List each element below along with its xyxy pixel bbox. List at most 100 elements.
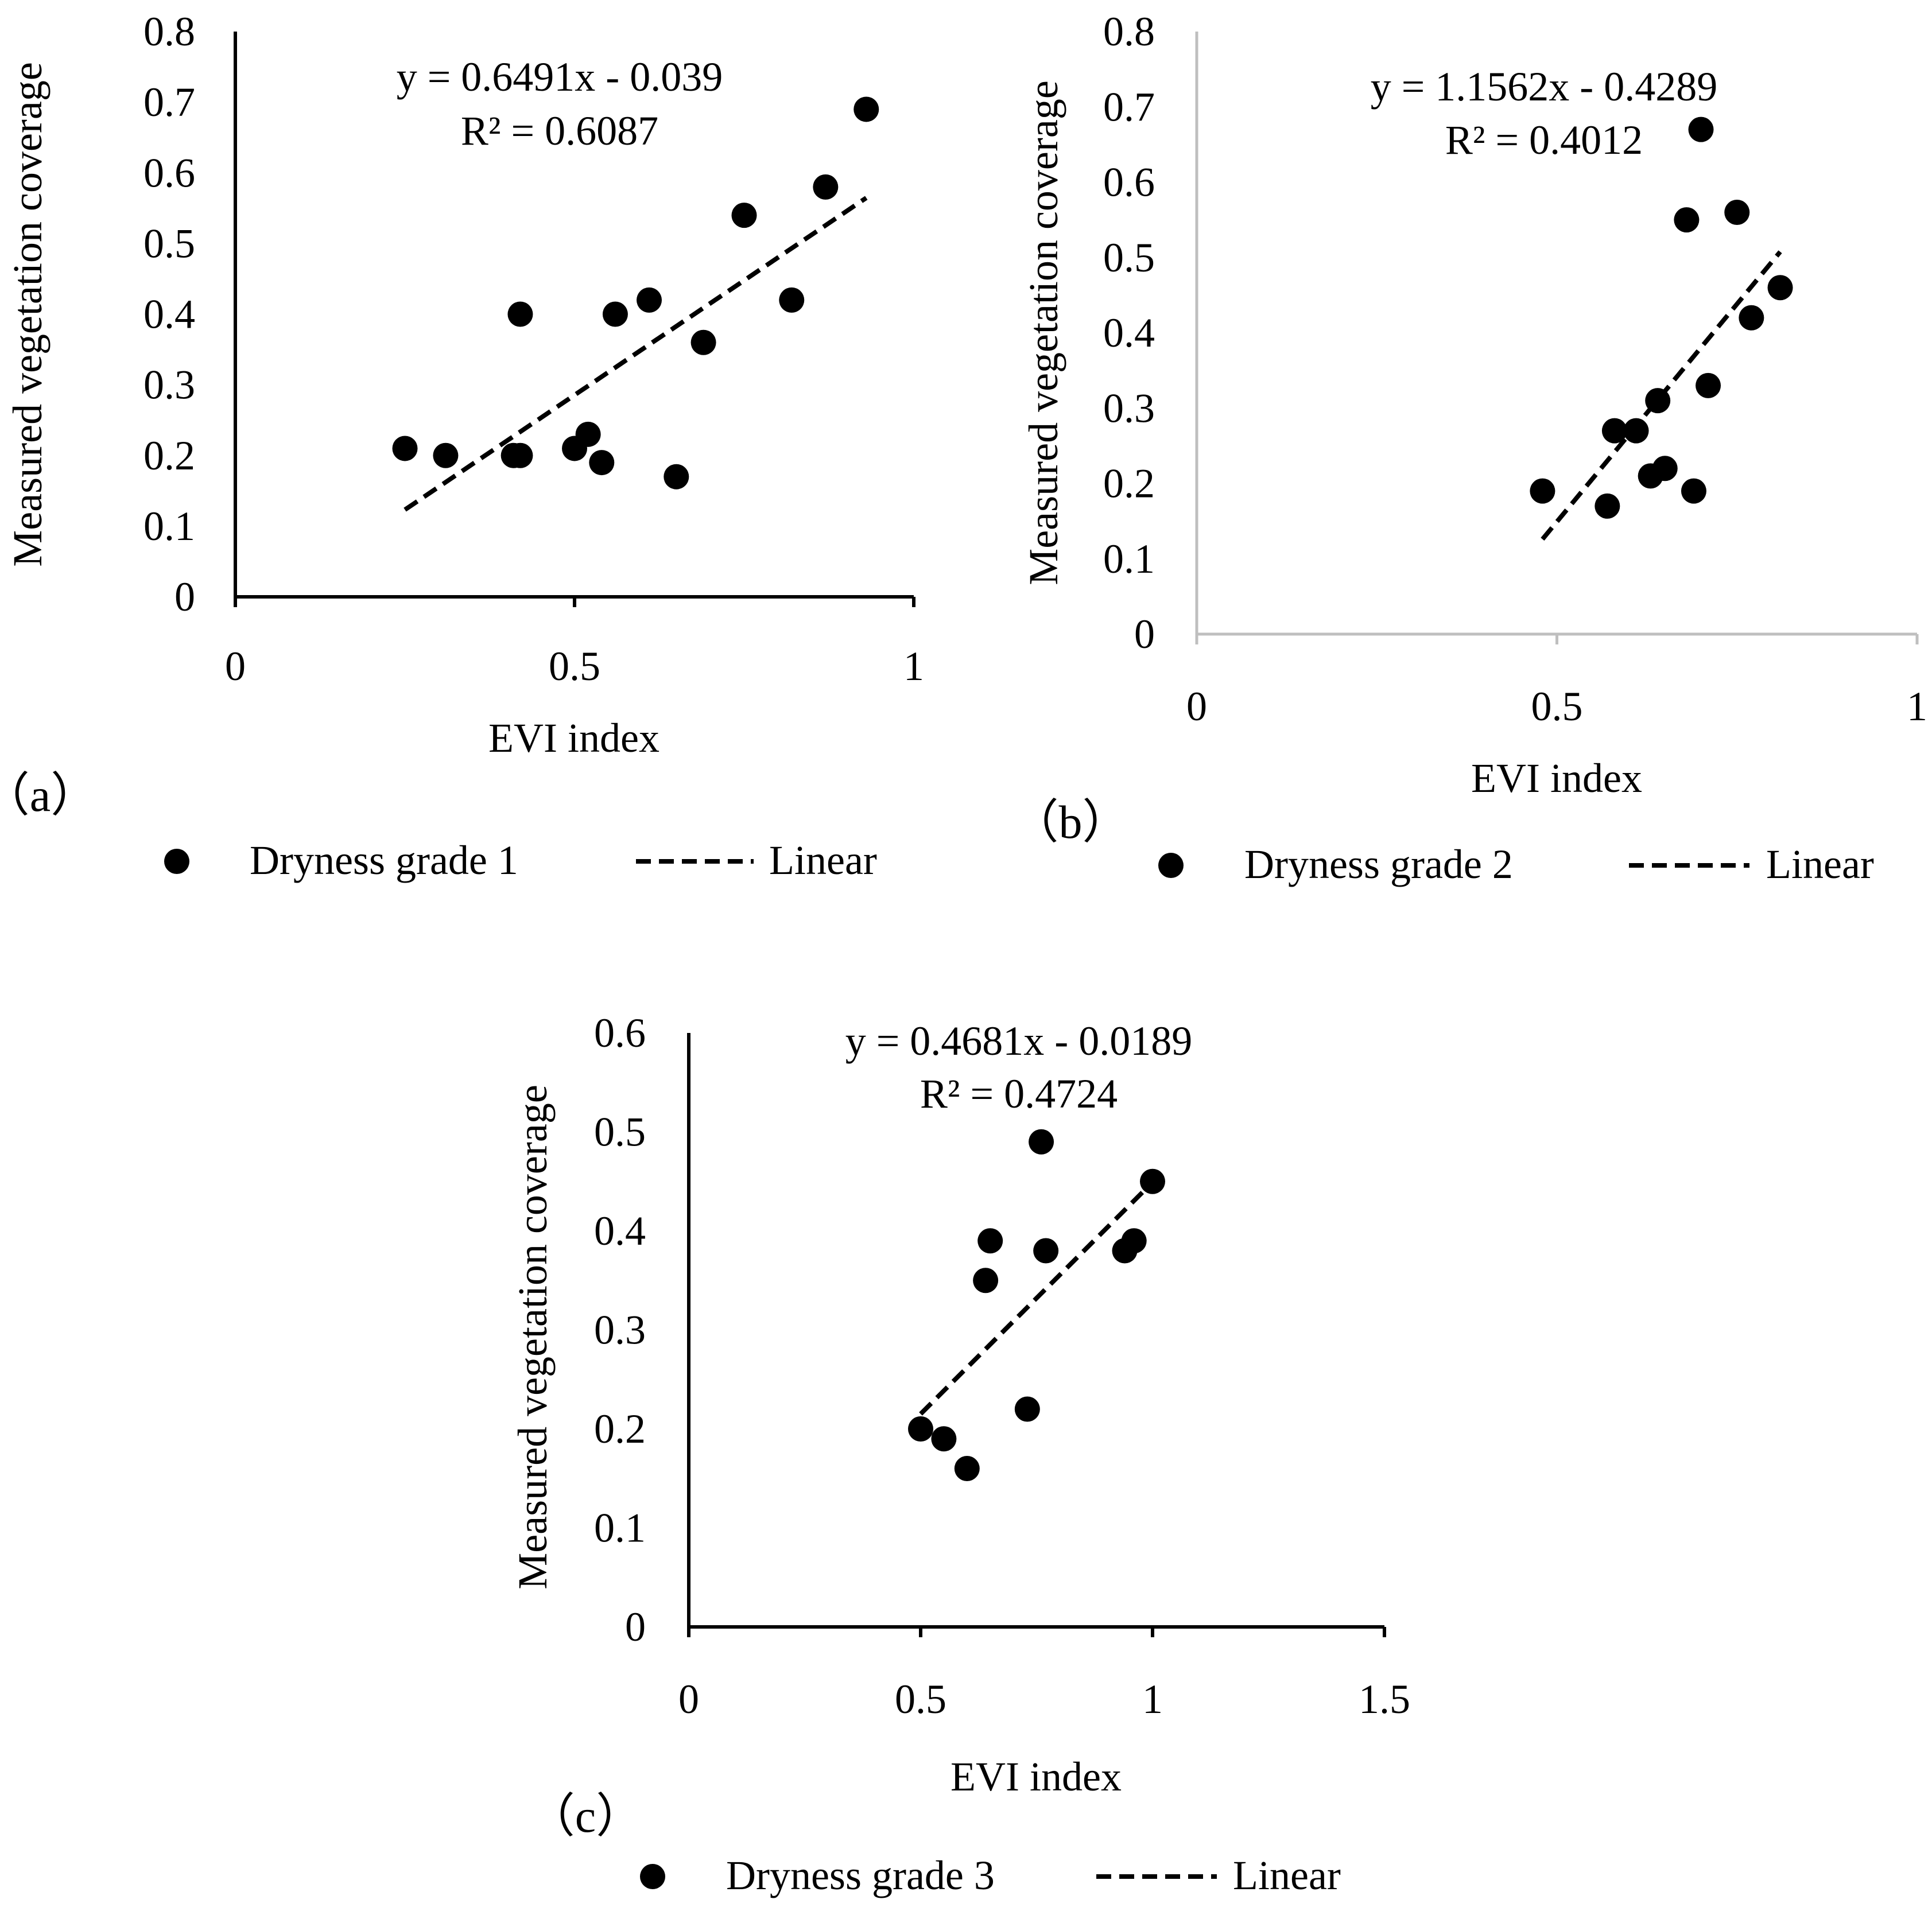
- legend-marker: [640, 1864, 665, 1889]
- legend-trend-label: Linear: [769, 837, 877, 883]
- data-point: [433, 442, 459, 468]
- y-axis-title: Measured vegetation coverage: [1021, 80, 1066, 585]
- legend-trend-label: Linear: [1233, 1852, 1341, 1898]
- x-tick-label: 1: [903, 643, 924, 689]
- data-point: [589, 450, 615, 476]
- y-tick-label: 0.2: [1103, 461, 1155, 507]
- data-point: [1696, 372, 1721, 398]
- data-point: [954, 1456, 980, 1481]
- legend-series-label: Dryness grade 3: [726, 1852, 995, 1898]
- x-tick-label: 1: [1907, 683, 1927, 729]
- data-point: [1601, 418, 1627, 444]
- data-point: [637, 287, 662, 313]
- legend-series-label: Dryness grade 1: [250, 837, 518, 883]
- data-point: [1121, 1228, 1147, 1254]
- y-tick-label: 0.6: [143, 150, 195, 196]
- trendline: [919, 1180, 1154, 1416]
- y-tick-label: 0: [174, 574, 195, 620]
- y-tick-label: 0.6: [1103, 160, 1155, 205]
- y-tick-label: 0.3: [594, 1307, 646, 1353]
- data-point: [1652, 456, 1678, 481]
- x-tick-label: 1: [1142, 1676, 1163, 1722]
- data-point: [731, 203, 757, 228]
- y-tick-label: 0.1: [1103, 536, 1155, 582]
- panel-label: （b）: [1011, 796, 1129, 848]
- data-point: [1033, 1238, 1059, 1264]
- y-tick-label: 0: [625, 1604, 646, 1650]
- legend: Dryness grade 1 Linear: [164, 837, 877, 883]
- data-point: [1014, 1396, 1040, 1422]
- data-point: [1681, 478, 1706, 504]
- legend: Dryness grade 3 Linear: [640, 1852, 1341, 1898]
- y-tick-label: 0.5: [594, 1109, 646, 1155]
- legend-marker: [164, 849, 189, 874]
- y-axis-title: Measured vegetation coverage: [510, 1085, 556, 1590]
- data-point: [575, 421, 601, 447]
- data-point: [1739, 305, 1764, 331]
- data-point: [1688, 116, 1714, 142]
- x-tick-label: 0.5: [895, 1676, 946, 1722]
- data-point: [602, 301, 628, 327]
- y-tick-label: 0: [1134, 611, 1155, 657]
- x-axis-title: EVI index: [951, 1754, 1122, 1800]
- data-point: [507, 442, 533, 468]
- y-tick-label: 0.7: [143, 79, 195, 125]
- chart-panel-1: 0 0.5 1 0 0.1 0.2 0.3 0.4 0.5 0.6 0.7 0.8 EVI index M…: [0, 9, 924, 883]
- data-point: [977, 1228, 1003, 1254]
- panel-label: （c）: [528, 1790, 643, 1842]
- y-tick-label: 0.5: [1103, 235, 1155, 281]
- data-point: [1029, 1129, 1054, 1155]
- y-tick-label: 0.1: [143, 503, 195, 549]
- legend-marker: [1158, 853, 1184, 878]
- data-point: [813, 174, 839, 200]
- legend-series-label: Dryness grade 2: [1244, 841, 1513, 887]
- y-tick-label: 0.4: [594, 1208, 646, 1254]
- data-point: [908, 1416, 933, 1442]
- y-tick-label: 0.5: [143, 220, 195, 266]
- data-point: [854, 96, 879, 122]
- chart-panel-3: 0 0.5 1 1.5 0 0.1 0.2 0.3 0.4 0.5 0.6 EVI index Meas…: [510, 1010, 1410, 1898]
- y-tick-label: 0.6: [594, 1010, 646, 1056]
- x-axis-title: EVI index: [488, 715, 659, 761]
- y-tick-label: 0.8: [1103, 9, 1155, 55]
- data-point: [690, 329, 716, 355]
- data-point: [392, 436, 418, 461]
- y-tick-label: 0.2: [594, 1406, 646, 1452]
- data-point: [664, 464, 689, 490]
- y-tick-label: 0.3: [1103, 385, 1155, 431]
- r-squared-label: R² = 0.4012: [1445, 117, 1643, 163]
- data-point: [1767, 275, 1793, 301]
- legend: Dryness grade 2 Linear: [1158, 841, 1874, 887]
- x-tick-label: 0.5: [1531, 683, 1583, 729]
- data-point: [1724, 200, 1750, 225]
- x-tick-label: 0.5: [549, 643, 600, 689]
- data-point: [1623, 418, 1649, 444]
- y-tick-label: 0.8: [143, 9, 195, 55]
- y-tick-label: 0.7: [1103, 84, 1155, 130]
- data-point: [779, 287, 805, 313]
- x-tick-label: 0: [678, 1676, 699, 1722]
- x-tick-label: 1.5: [1359, 1676, 1410, 1722]
- r-squared-label: R² = 0.6087: [461, 108, 658, 154]
- trendline: [404, 196, 868, 512]
- trendline-equation: y = 0.6491x - 0.039: [397, 54, 723, 100]
- y-tick-label: 0.2: [143, 433, 195, 479]
- trendline-equation: y = 0.4681x - 0.0189: [845, 1018, 1193, 1064]
- data-point: [1140, 1168, 1165, 1194]
- data-point: [1674, 207, 1700, 233]
- data-point: [507, 301, 533, 327]
- chart-panel-2: 0 0.5 1 0 0.1 0.2 0.3 0.4 0.5 0.6 0.7 0.8 EVI index M…: [1011, 9, 1927, 887]
- y-tick-label: 0.4: [1103, 310, 1155, 356]
- x-tick-label: 0: [1186, 683, 1207, 729]
- data-point: [973, 1268, 999, 1293]
- data-point: [1530, 478, 1555, 504]
- y-tick-label: 0.4: [143, 292, 195, 337]
- legend-trend-label: Linear: [1766, 841, 1874, 887]
- trendline-equation: y = 1.1562x - 0.4289: [1371, 64, 1718, 110]
- data-point: [1595, 493, 1620, 519]
- y-tick-label: 0.1: [594, 1505, 646, 1551]
- x-tick-label: 0: [225, 643, 246, 689]
- r-squared-label: R² = 0.4724: [920, 1071, 1118, 1117]
- y-axis-title: Measured vegetation coverage: [5, 62, 51, 567]
